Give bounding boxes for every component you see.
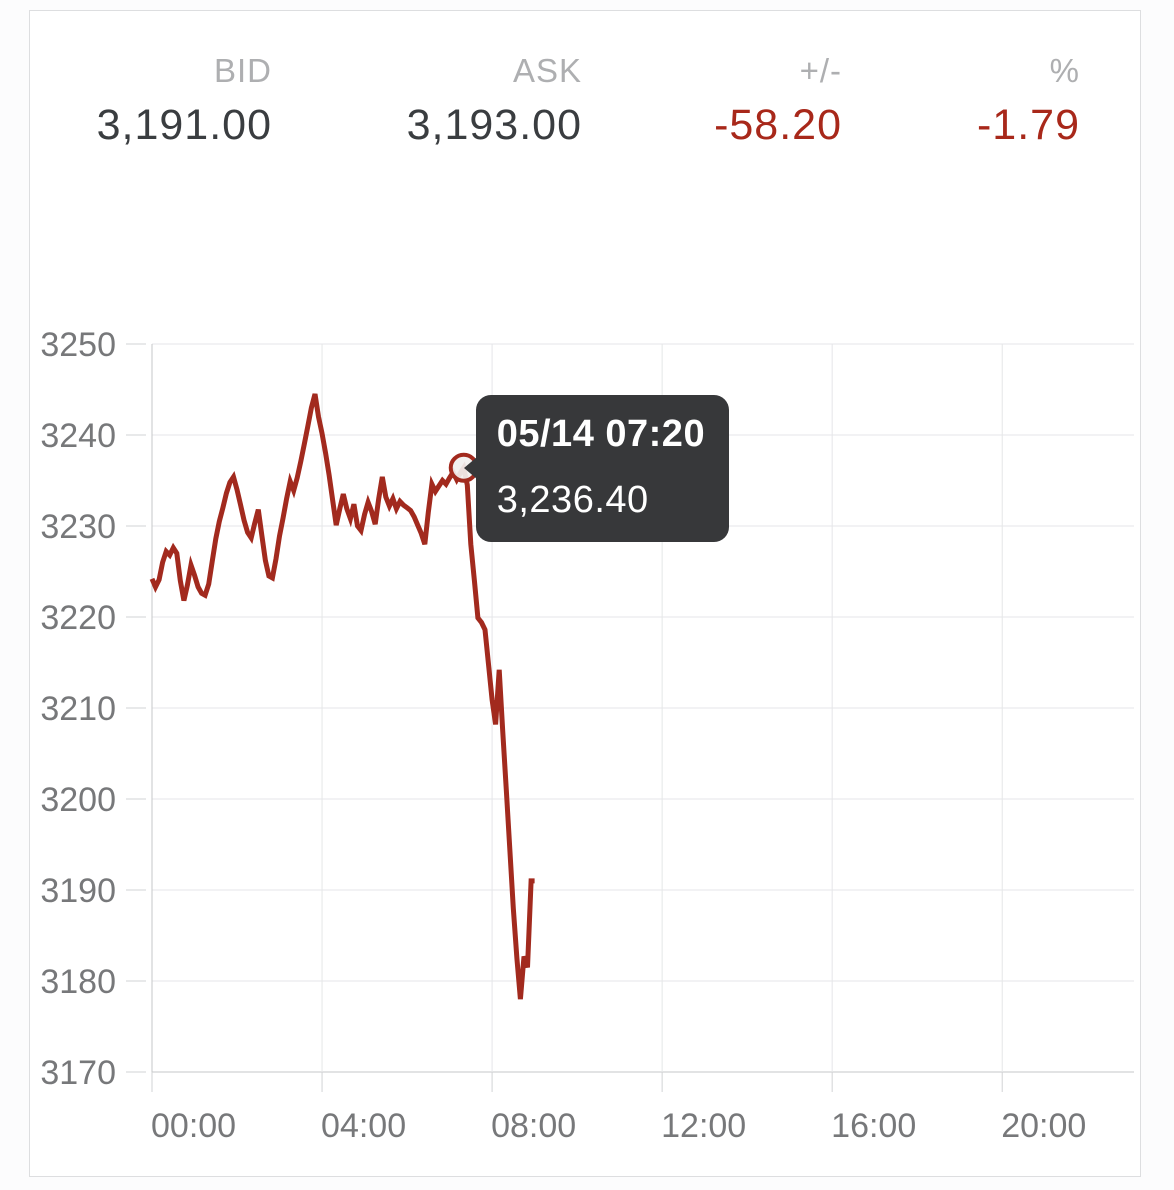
- bid-value: 3,191.00: [96, 101, 272, 149]
- x-tick-label: 04:00: [321, 1107, 406, 1145]
- x-tick-label: 16:00: [831, 1107, 916, 1145]
- quote-panel: BID 3,191.00 ASK 3,193.00 +/- -58.20 % -…: [29, 10, 1141, 1177]
- tooltip-datetime: 05/14 07:20: [496, 412, 706, 455]
- y-tick-label: 3210: [40, 690, 116, 728]
- chart-tooltip: 05/14 07:20 3,236.40: [463, 394, 730, 542]
- y-tick-label: 3230: [40, 508, 116, 546]
- y-tick-label: 3240: [40, 417, 116, 455]
- y-tick-label: 3250: [40, 326, 116, 364]
- price-line: [149, 393, 535, 1000]
- change-value: -58.20: [714, 101, 842, 149]
- quote-header: BID 3,191.00 ASK 3,193.00 +/- -58.20 % -…: [30, 11, 1140, 181]
- ask-column: ASK 3,193.00: [272, 11, 582, 181]
- x-tick-label: 20:00: [1001, 1107, 1086, 1145]
- y-tick-label: 3200: [40, 781, 116, 819]
- percent-label: %: [1049, 52, 1080, 89]
- y-tick-label: 3180: [40, 963, 116, 1001]
- ask-value: 3,193.00: [406, 101, 582, 149]
- x-tick-label: 12:00: [661, 1107, 746, 1145]
- bid-column: BID 3,191.00: [30, 11, 272, 181]
- percent-value: -1.79: [976, 101, 1080, 149]
- x-tick-label: 00:00: [151, 1107, 236, 1145]
- bid-label: BID: [213, 52, 272, 89]
- percent-column: % -1.79: [842, 11, 1080, 181]
- tooltip-price: 3,236.40: [496, 478, 649, 521]
- change-column: +/- -58.20: [582, 11, 842, 181]
- change-label: +/-: [799, 52, 842, 89]
- y-tick-label: 3190: [40, 872, 116, 910]
- x-tick-label: 08:00: [491, 1107, 576, 1145]
- y-tick-label: 3170: [40, 1054, 116, 1092]
- ask-label: ASK: [512, 52, 582, 89]
- y-tick-label: 3220: [40, 599, 116, 637]
